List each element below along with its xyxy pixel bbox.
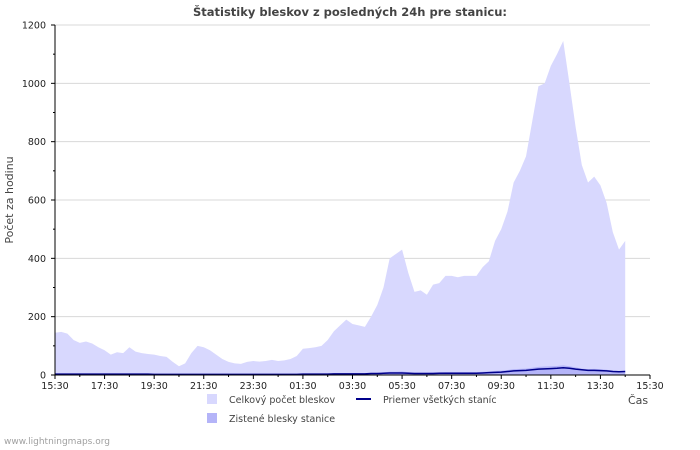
legend-label: Celkový počet bleskov: [229, 395, 335, 406]
legend: Celkový počet bleskov Priemer všetkých st…: [207, 394, 497, 425]
y-tick-label: 1200: [22, 21, 46, 32]
y-axis-ticks: 0 200 400 600 800 1000 1200: [22, 21, 55, 382]
x-tick-label: 19:30: [140, 381, 167, 392]
x-axis-ticks: 15:30 17:30 19:30 21:30 23:30 01:30 03:30 05:30…: [41, 375, 664, 392]
footer-credit[interactable]: www.lightningmaps.org: [4, 437, 110, 447]
y-tick-label: 1000: [22, 79, 46, 90]
legend-swatch: [207, 413, 217, 423]
y-tick-label: 800: [28, 137, 46, 148]
x-tick-label: 01:30: [289, 381, 316, 392]
legend-label: Zistené blesky stanice: [229, 414, 335, 425]
area-total-lightning: [55, 41, 626, 375]
y-tick-label: 200: [28, 312, 46, 323]
x-tick-label: 13:30: [587, 381, 614, 392]
y-tick-label: 400: [28, 254, 46, 265]
y-axis-label: Počet za hodinu: [3, 156, 16, 243]
chart-title: Štatistiky bleskov z posledných 24h pre …: [193, 4, 507, 19]
legend-swatch: [207, 394, 217, 404]
x-tick-label: 05:30: [388, 381, 415, 392]
legend-label: Priemer všetkých staníc: [383, 395, 497, 406]
x-tick-label: 17:30: [91, 381, 118, 392]
x-tick-label: 07:30: [438, 381, 465, 392]
y-tick-label: 0: [40, 371, 46, 382]
grid-lines: [55, 24, 650, 376]
x-tick-label: 03:30: [339, 381, 366, 392]
x-tick-label: 21:30: [190, 381, 217, 392]
line-average-all-stations: [55, 366, 626, 376]
x-tick-label: 23:30: [240, 381, 267, 392]
x-tick-label: 15:30: [636, 381, 663, 392]
x-tick-label: 11:30: [537, 381, 564, 392]
line-layer: [55, 366, 626, 376]
x-axis-label: Čas: [628, 394, 648, 407]
x-tick-label: 15:30: [41, 381, 68, 392]
x-tick-label: 09:30: [488, 381, 515, 392]
area-layer: [55, 41, 626, 375]
y-tick-label: 600: [28, 196, 46, 207]
